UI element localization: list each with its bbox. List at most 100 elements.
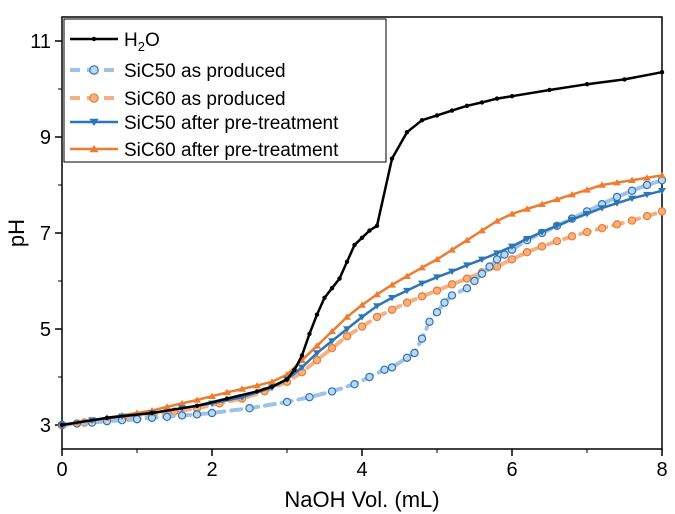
data-point [622, 77, 627, 82]
x-tick-label: 2 [206, 459, 217, 481]
data-point [359, 235, 365, 240]
y-tick-label: 11 [30, 31, 51, 53]
data-point [178, 399, 186, 407]
data-point [612, 192, 622, 202]
data-point [292, 367, 297, 372]
data-point [479, 100, 485, 105]
data-point [104, 415, 110, 420]
data-point [523, 205, 531, 212]
data-point [388, 295, 396, 302]
data-point [410, 348, 419, 358]
data-point [462, 274, 472, 283]
data-point [299, 353, 305, 358]
data-point [657, 207, 667, 216]
data-point [538, 229, 546, 236]
legend-label-main: H [124, 30, 138, 51]
data-point [658, 187, 666, 195]
data-point [583, 211, 591, 218]
data-point [305, 392, 314, 402]
data-point [538, 200, 546, 207]
data-point [418, 263, 426, 271]
data-point [268, 378, 276, 385]
data-point [388, 281, 396, 288]
data-point [329, 286, 335, 291]
data-point [583, 186, 591, 193]
data-point [328, 327, 336, 335]
data-point [628, 195, 636, 203]
data-point [269, 384, 275, 389]
legend-label-subscript: 2 [138, 39, 145, 54]
data-point [434, 113, 440, 118]
data-point [537, 242, 547, 251]
data-point [462, 284, 472, 293]
data-point [91, 36, 97, 42]
x-tick-label: 8 [656, 459, 667, 481]
data-point [463, 236, 471, 243]
data-point [312, 356, 322, 365]
y-tick-label: 7 [40, 223, 51, 245]
data-point [417, 292, 427, 301]
data-point [132, 415, 142, 424]
data-point [314, 312, 320, 317]
data-point [245, 404, 254, 413]
data-point [89, 144, 99, 153]
data-point [418, 280, 426, 287]
data-point [642, 180, 652, 190]
data-point [284, 377, 290, 382]
legend-label: SiC60 as produced [124, 89, 286, 110]
data-point [627, 186, 637, 195]
legend-box [63, 18, 387, 163]
data-point [522, 247, 532, 257]
data-point [478, 227, 486, 234]
data-point [89, 93, 99, 103]
data-point [432, 286, 442, 295]
data-point [478, 256, 486, 263]
data-point [523, 235, 531, 243]
data-point [328, 338, 336, 345]
legend: H2O SiC50 as produced SiC60 as produced SiC… [63, 18, 387, 163]
data-point [567, 232, 577, 241]
data-point [628, 176, 636, 183]
data-point [358, 314, 366, 321]
data-point [344, 259, 350, 264]
data-point [387, 363, 397, 372]
series-4 [58, 171, 666, 428]
data-point [343, 313, 351, 320]
legend-label: SiC50 after pre-treatment [124, 113, 339, 134]
data-point [380, 365, 389, 374]
legend-label: SiC60 after pre-treatment [124, 140, 339, 161]
legend-label: H2O [124, 30, 160, 54]
data-point [89, 65, 99, 75]
data-point [254, 389, 260, 394]
y-tick-label: 5 [40, 319, 51, 341]
data-point [322, 295, 327, 300]
data-point [553, 223, 561, 230]
data-point [440, 298, 449, 307]
x-tick-label: 4 [356, 459, 367, 481]
y-axis-title: pH [4, 219, 29, 247]
data-point [419, 118, 425, 123]
data-point [402, 353, 412, 362]
data-point [552, 236, 562, 246]
data-point [568, 191, 576, 198]
data-point [433, 274, 441, 281]
data-point [365, 372, 374, 382]
data-point [207, 408, 217, 418]
data-point [223, 388, 231, 396]
data-point [342, 332, 352, 341]
data-point [493, 250, 501, 257]
data-point [59, 422, 65, 428]
data-point [372, 312, 382, 322]
data-point [404, 130, 410, 135]
data-point [238, 385, 246, 392]
data-point [417, 334, 427, 343]
data-point [425, 317, 434, 326]
data-point [327, 344, 337, 353]
data-point [357, 322, 367, 331]
data-point [613, 200, 621, 207]
data-point [642, 211, 652, 221]
data-point [508, 210, 516, 217]
data-point [193, 396, 201, 403]
data-point [208, 392, 216, 399]
